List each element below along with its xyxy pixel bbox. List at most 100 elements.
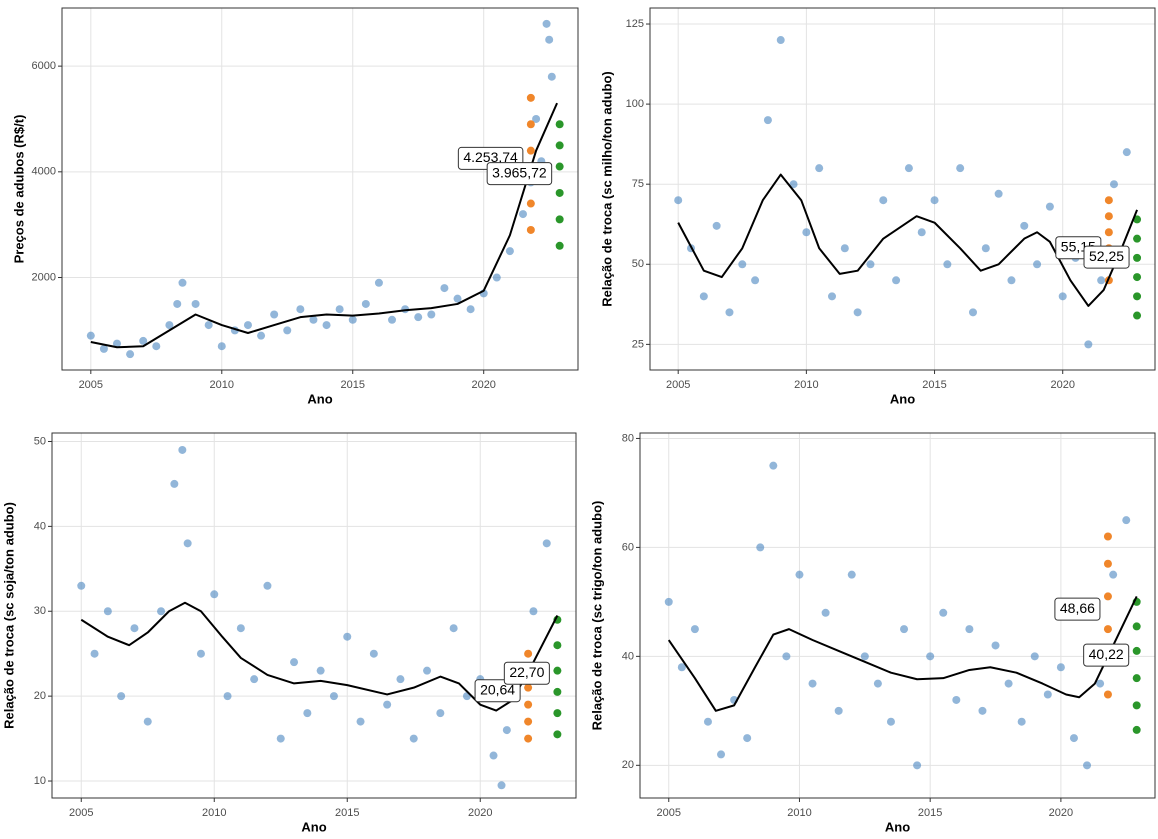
- point: [1004, 679, 1013, 688]
- point: [553, 730, 562, 739]
- point: [553, 709, 562, 718]
- y-tick-label: 40: [34, 520, 46, 532]
- point: [545, 35, 554, 44]
- annotation-label: 40,22: [1089, 646, 1124, 662]
- point: [489, 751, 498, 760]
- point: [170, 479, 179, 488]
- point: [316, 666, 325, 675]
- x-tick-label: 2020: [1049, 807, 1073, 819]
- point: [712, 221, 721, 230]
- point: [183, 539, 192, 548]
- point: [1084, 340, 1093, 349]
- point: [991, 641, 1000, 650]
- point: [1056, 663, 1065, 672]
- point: [126, 350, 135, 359]
- point: [956, 164, 965, 173]
- point: [952, 695, 961, 704]
- point: [1104, 196, 1113, 205]
- point: [939, 608, 948, 617]
- point: [303, 709, 312, 718]
- point: [518, 210, 527, 219]
- point: [930, 196, 939, 205]
- x-tick-label: 2005: [666, 379, 690, 391]
- y-axis-title: Relação de troca (sc soja/ton adubo): [1, 502, 16, 729]
- annotation: 52,25: [1083, 245, 1130, 269]
- panel: 2005 2010 2015 20202040608048,6640,22AnoRel…: [589, 432, 1156, 834]
- y-tick-label: 80: [622, 432, 634, 444]
- point: [526, 120, 535, 129]
- point: [117, 692, 126, 701]
- point: [981, 244, 990, 253]
- point: [1096, 679, 1105, 688]
- point: [1122, 516, 1131, 525]
- y-tick-label: 75: [632, 178, 644, 190]
- point: [677, 663, 686, 672]
- point: [143, 717, 152, 726]
- point: [900, 625, 909, 634]
- plot-background: [62, 8, 578, 370]
- point: [374, 278, 383, 287]
- point: [782, 652, 791, 661]
- point: [1103, 625, 1112, 634]
- point: [1045, 202, 1054, 211]
- point: [555, 241, 564, 250]
- point: [343, 632, 352, 641]
- point: [776, 36, 785, 45]
- point: [1122, 148, 1131, 157]
- point: [913, 761, 922, 770]
- point: [449, 624, 458, 633]
- annotation-box: [503, 661, 550, 685]
- y-tick-label: 30: [34, 605, 46, 617]
- point: [828, 292, 837, 301]
- point: [276, 734, 285, 743]
- point: [139, 336, 148, 345]
- point: [526, 146, 535, 155]
- annotation: 22,70: [503, 661, 550, 685]
- point: [1043, 690, 1052, 699]
- point: [664, 597, 673, 606]
- point: [196, 649, 205, 658]
- point: [204, 321, 213, 330]
- point: [978, 706, 987, 715]
- trend-line: [80, 601, 559, 712]
- point: [348, 315, 357, 324]
- x-tick-label: 2010: [787, 807, 811, 819]
- x-tick-label: 2015: [335, 807, 359, 819]
- point: [524, 683, 533, 692]
- y-axis-title: Preços de adubos (R$/t): [11, 115, 26, 264]
- plot-border: [649, 7, 1156, 371]
- x-tick-label: 2005: [69, 807, 93, 819]
- x-tick-label: 2010: [210, 379, 234, 391]
- point: [250, 675, 259, 684]
- x-tick-label: 2020: [1050, 379, 1074, 391]
- point: [409, 734, 418, 743]
- annotation-label: 48,66: [1060, 600, 1095, 616]
- y-tick-label: 50: [34, 435, 46, 447]
- point: [860, 652, 869, 661]
- y-tick-label: 20: [622, 759, 634, 771]
- point: [553, 666, 562, 675]
- point: [210, 590, 219, 599]
- point: [532, 114, 541, 123]
- point: [738, 260, 747, 269]
- y-tick-label: 60: [622, 541, 634, 553]
- point: [178, 445, 187, 454]
- point: [873, 679, 882, 688]
- point: [283, 326, 292, 335]
- point: [191, 299, 200, 308]
- point: [152, 342, 161, 351]
- point: [502, 726, 511, 735]
- y-tick-label: 100: [626, 98, 644, 110]
- annotation-label: 22,70: [509, 664, 544, 680]
- x-tick-label: 2010: [794, 379, 818, 391]
- point: [926, 652, 935, 661]
- x-axis-title: Ano: [307, 391, 332, 406]
- point: [1083, 761, 1092, 770]
- point: [1133, 253, 1142, 262]
- point: [553, 687, 562, 696]
- point: [223, 692, 232, 701]
- point: [505, 247, 514, 256]
- point: [555, 162, 564, 171]
- point: [821, 608, 830, 617]
- point: [808, 679, 817, 688]
